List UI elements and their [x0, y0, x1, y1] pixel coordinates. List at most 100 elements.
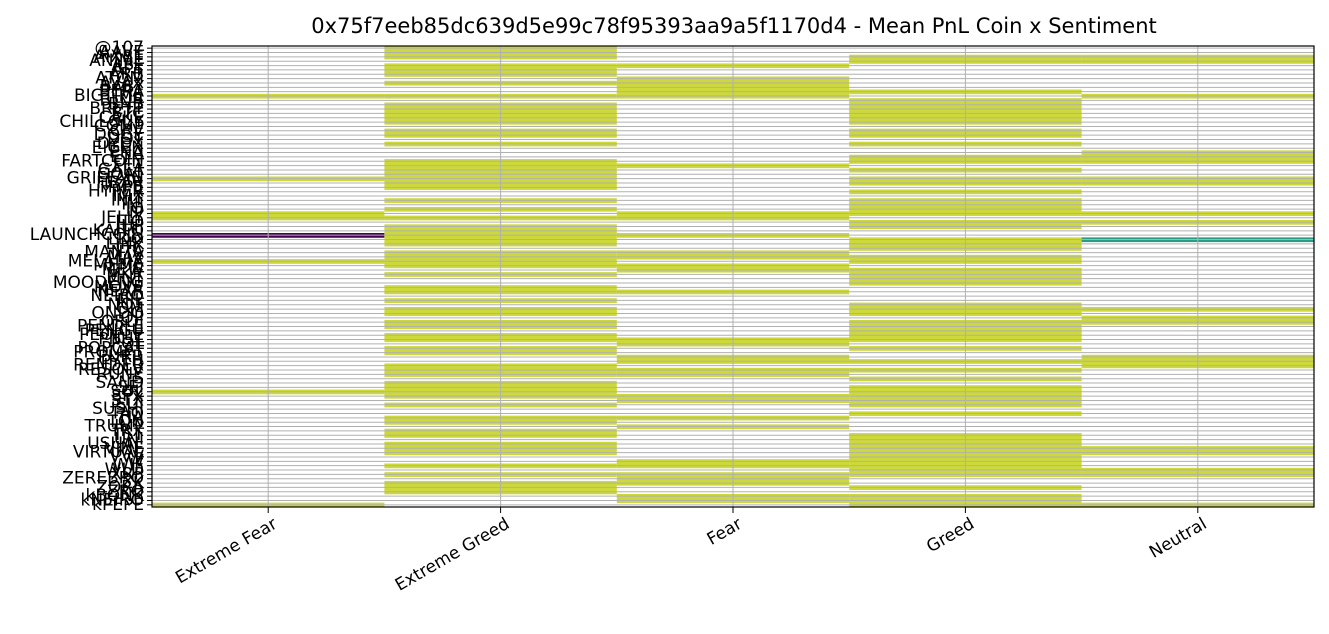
y-tick-label: OP [120, 308, 144, 328]
y-tick-label: ORDI [101, 312, 144, 332]
y-tick-label: S [133, 369, 144, 389]
y-tick-label: MELANIA [68, 251, 145, 271]
y-tick-label: IO [126, 199, 144, 219]
y-tick-label: FARTCOIN [61, 151, 144, 171]
y-tick-label: PYTH [101, 351, 144, 371]
y-tick-label: TON [107, 412, 144, 432]
y-tick-label: COMP [94, 116, 144, 136]
y-tick-label: MKR [106, 264, 144, 284]
y-tick-label: DOGE [94, 125, 144, 145]
y-tick-label: RUNE [96, 364, 144, 384]
y-tick-label: XRP [110, 464, 144, 484]
y-tick-label: JTO [114, 212, 144, 232]
y-tick-label: JELLY [100, 208, 144, 228]
y-tick-label: DOT [107, 130, 144, 150]
y-tick-label: SPX [111, 386, 144, 406]
y-tick-label: PENDLE [77, 317, 144, 337]
y-tick-label: FET [113, 156, 145, 176]
y-tick-label: kNEIRO [80, 490, 144, 510]
y-tick-label: VINE [104, 438, 144, 458]
y-tick-label: ENA [109, 143, 144, 163]
y-tick-label: WIF [112, 456, 144, 476]
y-tick-label: MOVE [94, 277, 144, 297]
y-tick-label: BIGTIME [74, 86, 144, 106]
y-tick-label: IP [129, 203, 144, 223]
y-tick-label: GOAT [97, 164, 145, 184]
y-tick-label: USUAL [87, 434, 144, 454]
y-tick-label: MEW [102, 260, 144, 280]
y-tick-label: AVAX [100, 73, 145, 93]
y-tick-label: IMX [113, 186, 145, 206]
y-axis-ticks: @107AAVEAIXBTANIMEAPEAPTARBATOMAVAXBABYB… [30, 38, 152, 515]
y-tick-label: LINK [106, 234, 145, 254]
y-tick-label: STX [111, 390, 144, 410]
y-tick-label: PENGU [85, 321, 144, 341]
y-tick-label: BRETT [89, 99, 144, 119]
y-tick-label: BLUR [99, 90, 144, 110]
y-tick-label: TRUMP [83, 417, 144, 437]
y-tick-label: RENDER [73, 356, 144, 376]
y-tick-label: APE [111, 56, 144, 76]
y-tick-label: SOL [110, 382, 144, 402]
y-tick-label: MAV [107, 247, 144, 267]
y-tick-label: POL [111, 334, 145, 354]
y-tick-label: CHILLGUY [59, 112, 144, 132]
y-tick-label: TRX [109, 421, 144, 441]
y-tick-label: ANIME [89, 51, 144, 71]
y-tick-label: NOT [108, 295, 145, 315]
y-tick-label: BTC [111, 103, 144, 123]
y-tick-label: EIGEN [92, 138, 144, 158]
y-tick-label: INIT [111, 190, 145, 210]
y-tick-label: APT [112, 60, 145, 80]
y-tick-label: JUP [115, 216, 144, 236]
y-tick-label: BERA [99, 82, 145, 102]
y-tick-label: NEAR [97, 282, 144, 302]
y-tick-label: TST [111, 425, 144, 445]
y-tick-label: GALA [98, 160, 145, 180]
y-tick-label: PURR [98, 347, 145, 367]
y-tick-label: MNT [106, 269, 144, 289]
y-tick-label: PNUT [98, 330, 144, 350]
y-tick-label: TAO [109, 404, 144, 424]
y-tick-label: TIA [116, 408, 144, 428]
y-tick-label: HBAR [96, 173, 144, 193]
y-tick-label: ATOM [95, 69, 144, 89]
y-tick-label: ZRO [107, 482, 144, 502]
y-tick-label: ZORA [96, 477, 144, 497]
y-tick-label: UNI [114, 430, 144, 450]
y-tick-label: LAUNCHCOIN [30, 225, 144, 245]
y-tick-label: SAND [95, 373, 144, 393]
y-tick-label: PEOPLE [79, 325, 144, 345]
y-tick-label: GRIFFAIN [67, 169, 144, 189]
y-tick-label: SUSHI [92, 399, 144, 419]
y-tick-label: OM [116, 299, 144, 319]
y-tick-label: MOODENG [53, 273, 144, 293]
y-tick-label: KAITO [93, 221, 144, 241]
y-tick-label: ARB [109, 64, 144, 84]
y-tick-label: kBONK [86, 486, 145, 506]
y-tick-label: @107 [95, 38, 144, 58]
y-tick-label: CAKE [99, 108, 144, 128]
y-tick-label: AIXBT [94, 47, 145, 67]
y-tick-label: INJ [121, 195, 144, 215]
y-tick-label: NIL [117, 290, 145, 310]
vertical-gridlines [267, 46, 1199, 507]
y-tick-label: CRV [110, 121, 145, 141]
y-tick-label: SEI [117, 377, 144, 397]
y-tick-label: ZEREBRO [62, 469, 144, 489]
y-tick-label: BNB [108, 95, 144, 115]
y-tick-label: HYPE [100, 177, 144, 197]
chart-title: 0x75f7eeb85dc639d5e99c78f95393aa9a5f1170… [311, 14, 1157, 38]
y-tick-label: LTC [116, 238, 144, 258]
y-tick-label: VIRTUAL [73, 443, 145, 463]
y-tick-label: ETH [110, 147, 144, 167]
y-tick-label: SUI [116, 395, 144, 415]
y-tick-label: kPEPE [92, 495, 144, 515]
y-tick-label: PROMPT [73, 343, 144, 363]
y-tick-label: DYDX [97, 134, 145, 154]
y-tick-label: BABY [100, 77, 145, 97]
y-tick-label: MEME [93, 256, 144, 276]
y-tick-label: LDO [108, 230, 144, 250]
y-tick-label: WLD [105, 460, 144, 480]
y-tick-label: RESOLV [78, 360, 144, 380]
